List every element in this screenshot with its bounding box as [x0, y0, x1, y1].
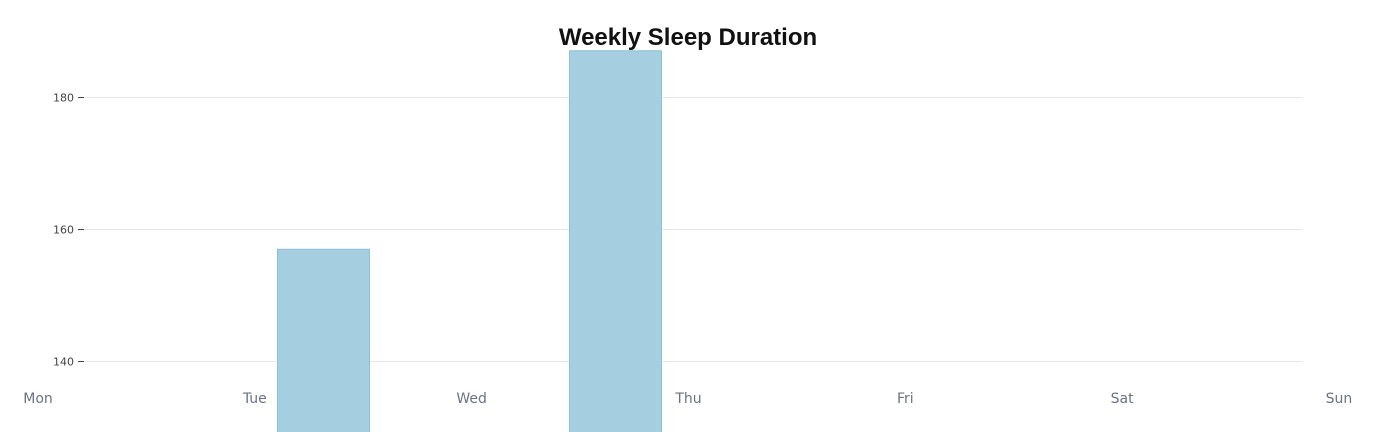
gridlines	[84, 97, 1302, 362]
x-tick-label: Sun	[1326, 391, 1353, 407]
chart-title: Weekly Sleep Duration	[558, 24, 818, 51]
x-tick-label: Sat	[1111, 391, 1134, 407]
y-tick-label: 160	[53, 224, 74, 237]
y-tick-label: 140	[53, 356, 74, 369]
bars	[277, 50, 662, 432]
x-axis: Mon Tue Wed Thu Fri Sat Sun	[23, 391, 1352, 407]
x-tick-label: Fri	[897, 391, 914, 407]
bar	[277, 248, 370, 432]
x-tick-label: Thu	[674, 391, 701, 407]
y-tick-label: 180	[53, 92, 74, 105]
x-tick-label: Mon	[23, 391, 53, 407]
x-tick-label: Tue	[242, 391, 267, 407]
y-axis: 140 160 180	[53, 92, 84, 369]
bar	[569, 50, 662, 432]
x-tick-label: Wed	[456, 391, 487, 407]
